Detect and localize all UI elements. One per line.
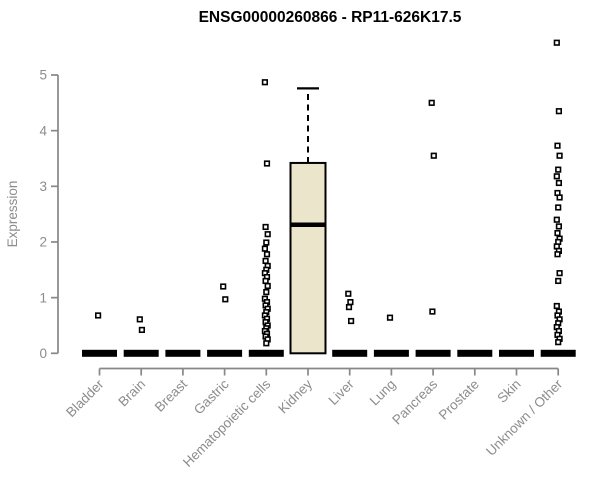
x-tick-label: Bladder	[63, 376, 107, 420]
outlier-point	[263, 251, 271, 258]
flat-box-unknown-other	[540, 349, 576, 357]
x-tick-label: Brain	[115, 377, 148, 410]
outlier-point	[554, 229, 561, 237]
y-tick-label: 3	[39, 179, 47, 194]
x-tick-label: Prostate	[436, 377, 482, 423]
y-tick-label: 4	[39, 123, 47, 138]
flat-box-bladder	[82, 349, 117, 357]
outlier-point	[261, 79, 269, 86]
outlier-point	[263, 288, 270, 296]
box-kidney	[289, 161, 327, 355]
y-axis-label: Expression	[5, 181, 20, 248]
flat-box-gastric	[207, 349, 243, 357]
outlier-point	[220, 283, 227, 290]
x-tick-label: Gastric	[191, 376, 232, 417]
outlier-point	[555, 166, 562, 173]
outlier-point	[222, 296, 229, 303]
outlier-point	[263, 239, 270, 246]
outlier-point	[429, 308, 436, 315]
outlier-point	[428, 99, 435, 106]
outlier-point	[555, 179, 562, 187]
outlier-point	[138, 326, 146, 334]
x-tick-label: Unknown / Other	[483, 376, 566, 459]
outlier-point	[263, 160, 271, 167]
x-tick-label: Lung	[367, 377, 399, 409]
outlier-point	[345, 290, 352, 297]
outlier-point	[264, 282, 271, 290]
outlier-point	[553, 173, 560, 180]
outlier-point	[556, 152, 563, 159]
flat-box-brain	[123, 349, 159, 357]
outlier-point	[262, 257, 269, 265]
outlier-point	[263, 340, 270, 347]
outlier-point	[556, 194, 563, 201]
outlier-point	[553, 39, 560, 46]
chart-title: ENSG00000260866 - RP11-626K17.5	[199, 9, 462, 26]
x-tick-label: Pancreas	[389, 376, 440, 427]
flat-box-pancreas	[415, 349, 451, 357]
outlier-point	[261, 245, 269, 252]
x-tick-label: Liver	[326, 376, 358, 408]
outlier-point	[554, 251, 561, 258]
outlier-point	[347, 298, 354, 306]
flat-box-skin	[499, 349, 534, 357]
outlier-point	[136, 316, 143, 323]
y-tick-label: 2	[39, 235, 47, 250]
outlier-point	[347, 317, 355, 325]
flat-box-liver	[332, 349, 368, 357]
outlier-point	[262, 277, 269, 285]
flat-box-prostate	[457, 349, 493, 357]
outlier-point	[555, 108, 562, 115]
outlier-point	[430, 152, 437, 159]
outlier-point	[555, 204, 562, 211]
outlier-point	[386, 314, 394, 321]
y-tick-label: 0	[39, 346, 47, 361]
x-tick-label: Kidney	[275, 376, 315, 416]
x-tick-label: Breast	[152, 376, 190, 414]
outlier-point	[345, 304, 353, 311]
outlier-point	[264, 231, 271, 238]
y-tick-label: 1	[39, 290, 47, 305]
outlier-point	[262, 223, 269, 231]
outlier-point	[554, 142, 561, 149]
outlier-point	[553, 302, 560, 310]
outlier-point	[555, 277, 562, 285]
flat-box-hematopoietic-cells	[248, 349, 284, 357]
flat-box-lung	[373, 349, 409, 357]
outlier-point	[95, 312, 102, 319]
outlier-point	[556, 270, 563, 277]
y-tick-label: 5	[39, 68, 47, 83]
flat-box-breast	[165, 349, 201, 357]
x-tick-label: Skin	[494, 377, 523, 406]
outlier-point	[553, 216, 560, 223]
outlier-point	[555, 339, 562, 346]
outlier-point	[555, 223, 562, 230]
